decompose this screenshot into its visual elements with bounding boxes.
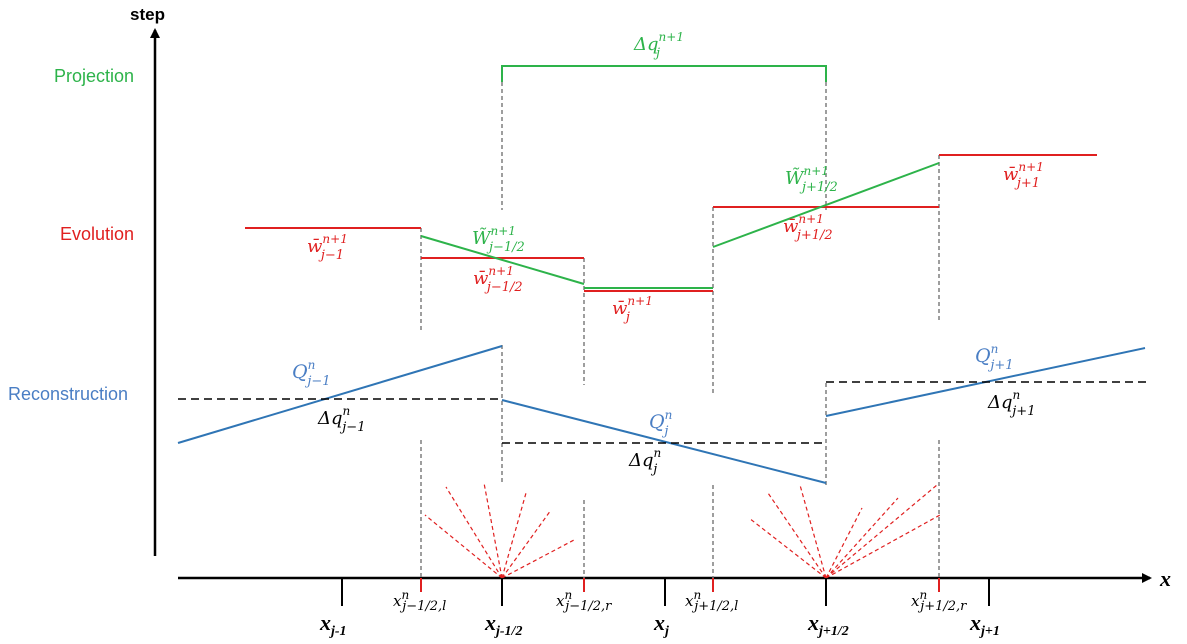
riemann-fan-left (424, 482, 575, 579)
label-wbar-j: w̄n+1 j (612, 294, 653, 325)
tick-xl-jph: xn j+1/2,l (685, 588, 738, 614)
tick-x-jph: xj+1/2 (807, 610, 849, 639)
stage-label-reconstruction: Reconstruction (8, 384, 128, 404)
y-axis-title: step (130, 5, 165, 24)
tick-x-jp1: xj+1 (969, 610, 1000, 639)
tick-xl-jmh: xn j−1/2,l (393, 588, 446, 614)
major-ticks (341, 578, 990, 606)
tick-x-jmh: xj-1/2 (484, 610, 522, 639)
tick-xr-jmh: xn j−1/2,r (556, 588, 612, 614)
tick-x-jm1: xj-1 (319, 610, 347, 639)
evolution-averages (245, 154, 1097, 292)
stage-label-projection: Projection (54, 66, 134, 86)
projection-bracket (501, 65, 827, 82)
label-dq-jm1: Δqn j−1 (317, 404, 365, 435)
riemann-fan-right (748, 484, 941, 579)
vertical-guides (420, 68, 940, 578)
label-dq-jp1: Δqn j+1 (987, 388, 1035, 419)
label-wbar-jp1: w̄n+1 j+1 (1003, 160, 1044, 191)
tick-xr-jph: xn j+1/2,r (911, 588, 967, 614)
label-wtilde-right: W̃n+1 j+1/2 (785, 164, 838, 195)
stage-label-evolution: Evolution (60, 224, 134, 244)
label-wtilde-left: W̃n+1 j−1/2 (472, 224, 525, 255)
label-Q-jm1: Qn j−1 (292, 358, 331, 389)
label-dq-j: Δqn j (628, 446, 661, 477)
x-axis-title: x (1159, 566, 1171, 591)
tick-x-j: xj (653, 610, 669, 639)
evolution-reconstructed-slopes (420, 162, 940, 289)
label-wbar-jm1: w̄n+1 j−1 (307, 232, 348, 263)
label-Q-j: Qn j (649, 408, 672, 439)
label-dq-proj: Δqn+1 j (633, 30, 684, 61)
label-wbar-jmh: w̄n+1 j−1/2 (473, 264, 523, 295)
reconstruction-averages (178, 381, 1150, 444)
minor-ticks (420, 578, 940, 592)
label-wbar-jph: w̄n+1 j+1/2 (783, 212, 833, 243)
label-Q-jp1: Qn j+1 (975, 342, 1014, 373)
